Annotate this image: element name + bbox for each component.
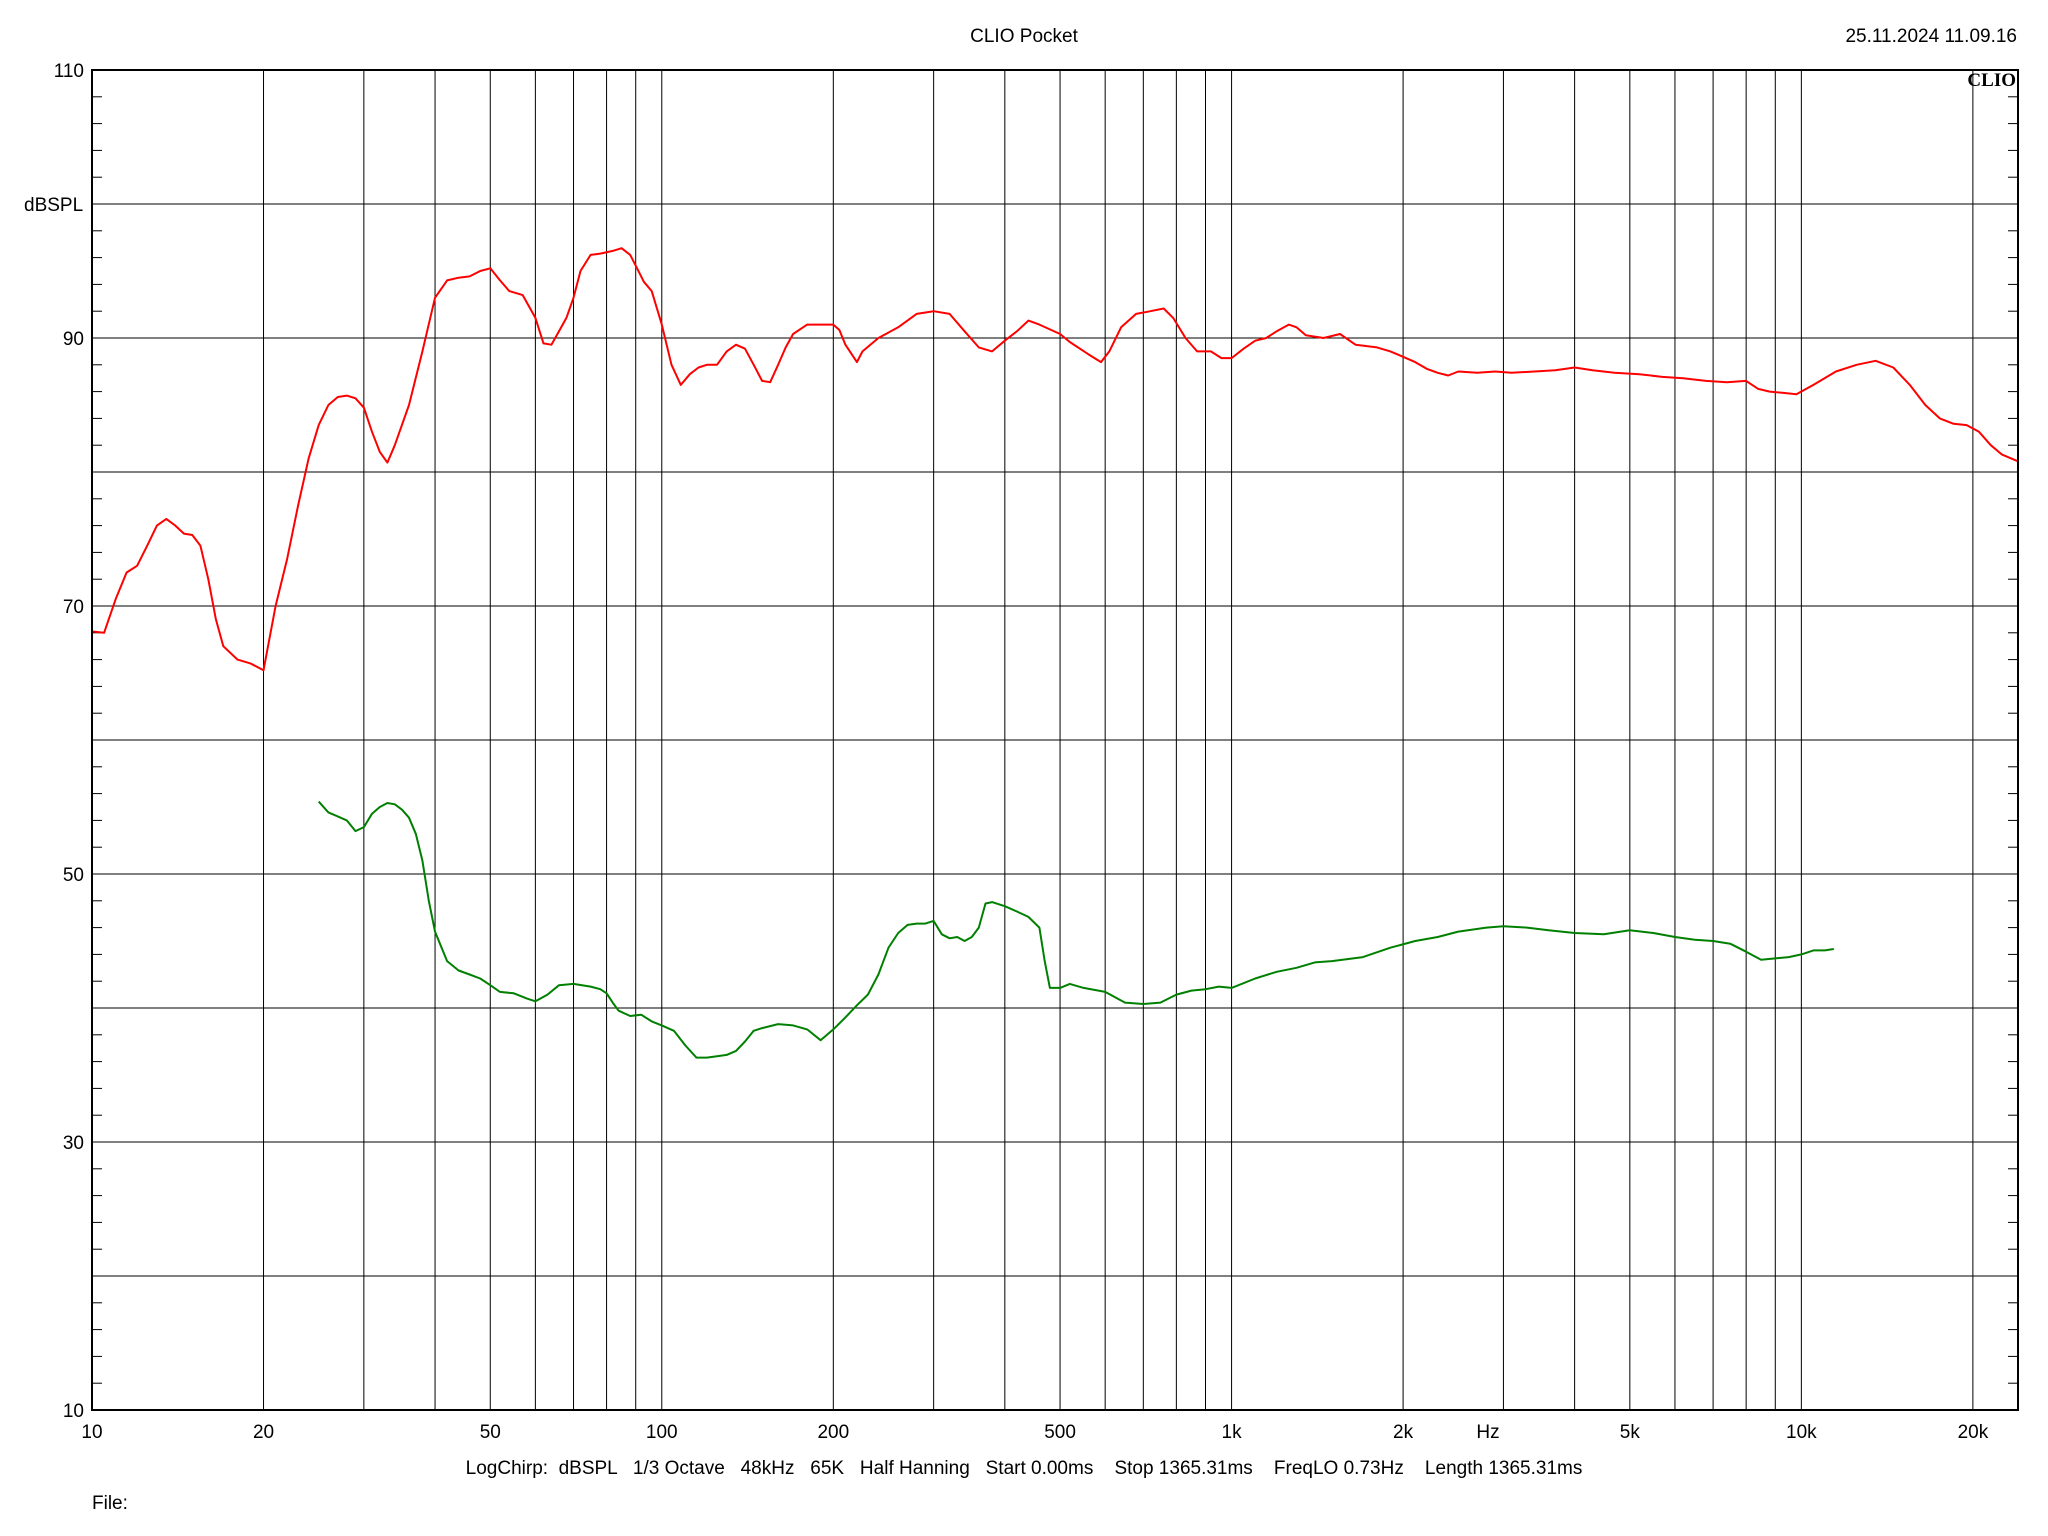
- plot-curves: [91, 247, 2019, 1059]
- x-tick-label: 2k: [1393, 1422, 1414, 1443]
- file-label: File:: [92, 1493, 128, 1514]
- y-axis-label: dBSPL: [24, 195, 83, 216]
- x-tick-label: 5k: [1620, 1422, 1641, 1443]
- y-tick-label: 30: [63, 1133, 84, 1154]
- x-tick-label: 20: [253, 1422, 274, 1443]
- y-tick-label: 70: [63, 597, 84, 618]
- x-tick-label: 100: [646, 1422, 678, 1443]
- x-axis-label: Hz: [1476, 1422, 1499, 1443]
- y-axis-ticks: 110 90 70 50 30 10: [54, 61, 84, 1422]
- timestamp: 25.11.2024 11.09.16: [1845, 26, 2017, 47]
- x-tick-label: 20k: [1958, 1422, 1989, 1443]
- plot-frame: [91, 69, 2019, 1411]
- x-tick-label: 10k: [1786, 1422, 1817, 1443]
- y-tick-label: 50: [63, 865, 84, 886]
- x-tick-label: 200: [817, 1422, 849, 1443]
- chart-title: CLIO Pocket: [970, 26, 1078, 47]
- measurement-settings: LogChirp: dBSPL 1/3 Octave 48kHz 65K Hal…: [466, 1458, 1583, 1479]
- y-tick-label: 10: [63, 1401, 84, 1422]
- x-tick-label: 50: [480, 1422, 501, 1443]
- x-tick-label: 1k: [1222, 1422, 1243, 1443]
- y-tick-label: 90: [63, 329, 84, 350]
- x-tick-label: 10: [81, 1422, 102, 1443]
- y-tick-label: 110: [54, 61, 84, 82]
- x-tick-label: 500: [1044, 1422, 1076, 1443]
- x-axis-ticks: 10 20 50 100 200 500 1k 2k 5k 10k 20k: [81, 1422, 1988, 1443]
- spl-response-curve: [91, 247, 2019, 672]
- clio-logo-text: CLIO: [1967, 70, 2016, 91]
- grid: [92, 70, 2018, 1410]
- distortion-curve: [317, 800, 1834, 1059]
